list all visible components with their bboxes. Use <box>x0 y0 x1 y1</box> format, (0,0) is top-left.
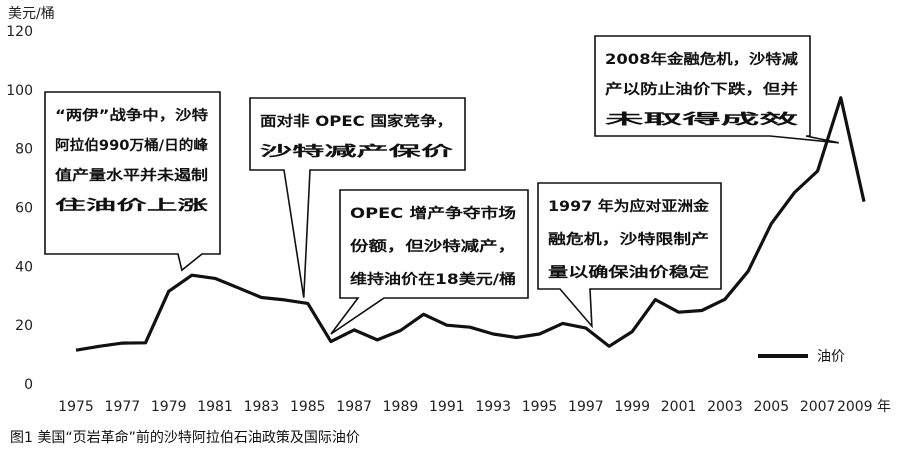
callout-text-line: 1997 年为应对亚洲金 <box>548 198 710 215</box>
y-tick-label: 0 <box>24 377 33 393</box>
x-tick-label: 2009 年 <box>837 399 891 415</box>
callout-layer: “两伊”战争中，沙特阿拉伯990万桶/日的峰值产量水平并未遏制住油价上涨面对非 … <box>44 35 839 335</box>
x-axis: 1975 1977 1979 1981 1983 1985 1987 1989 1991 1993… <box>58 399 891 415</box>
callout-text-line: 维持油价在18美元/桶 <box>350 271 516 288</box>
callout-box: 面对非 OPEC 国家竞争， 沙特减产保价 <box>249 97 466 298</box>
x-tick-label: 1999 <box>614 399 650 415</box>
x-tick-label: 1975 <box>58 399 94 415</box>
figure-caption: 图1 美国“页岩革命”前的沙特阿拉伯石油政策及国际油价 <box>10 429 360 446</box>
series-line-oil-price <box>75 96 866 352</box>
x-tick-label: 1993 <box>475 399 511 415</box>
callout-text-line: OPEC 增产争夺市场 <box>350 205 516 222</box>
callout-text-line: 融危机，沙特限制产 <box>548 231 709 248</box>
callout-text-line: 住油价上涨 <box>55 197 208 214</box>
x-tick-label: 1989 <box>383 399 419 415</box>
x-tick-label: 1987 <box>336 399 372 415</box>
x-tick-label: 2001 <box>661 399 697 415</box>
callout-bubble <box>249 97 466 298</box>
callout-bubble <box>594 35 839 144</box>
y-tick-label: 80 <box>15 142 33 158</box>
callout-text-line: 未取得成效 <box>605 111 801 128</box>
x-tick-label: 1985 <box>290 399 326 415</box>
x-tick-label: 1997 <box>568 399 604 415</box>
callout-bubble <box>537 182 722 329</box>
x-tick-label: 1995 <box>522 399 558 415</box>
callout-text-line: 面对非 OPEC 国家竞争， <box>260 113 453 130</box>
legend-label: 油价 <box>817 349 845 365</box>
y-tick-label: 40 <box>15 259 33 275</box>
callout-text-line: 产以防止油价下跌，但并 <box>605 81 798 98</box>
callout-text-line: 2008年金融危机，沙特减 <box>605 51 798 68</box>
x-tick-label: 2007 <box>800 399 836 415</box>
x-tick-label: 1979 <box>151 399 187 415</box>
y-tick-label: 20 <box>15 318 33 334</box>
y-tick-label: 100 <box>6 83 33 99</box>
callout-text-line: “两伊”战争中，沙特 <box>55 107 208 124</box>
x-tick-label: 1977 <box>105 399 141 415</box>
x-tick-label: 1983 <box>244 399 280 415</box>
x-tick-label: 2003 <box>707 399 743 415</box>
callout-bubble <box>330 189 529 335</box>
callout-text-line: 量以确保油价稳定 <box>548 264 709 281</box>
x-tick-label: 1991 <box>429 399 465 415</box>
y-tick-label: 60 <box>15 201 33 217</box>
x-tick-label: 2005 <box>753 399 789 415</box>
callout-text-line: 值产量水平并未遏制 <box>55 167 208 184</box>
callout-text-line: 份额，但沙特减产， <box>350 238 516 255</box>
y-axis-unit-label: 美元/桶 <box>8 6 55 22</box>
legend: 油价 <box>758 349 845 365</box>
callout-text-line: 沙特减产保价 <box>260 143 455 160</box>
y-axis: 0 20 40 60 80 100 120 <box>6 24 33 393</box>
callout-bubble <box>44 91 221 272</box>
x-tick-label: 1981 <box>197 399 233 415</box>
callout-text-line: 阿拉伯990万桶/日的峰 <box>55 137 209 154</box>
series-layer <box>75 96 866 352</box>
y-tick-label: 120 <box>6 24 33 40</box>
